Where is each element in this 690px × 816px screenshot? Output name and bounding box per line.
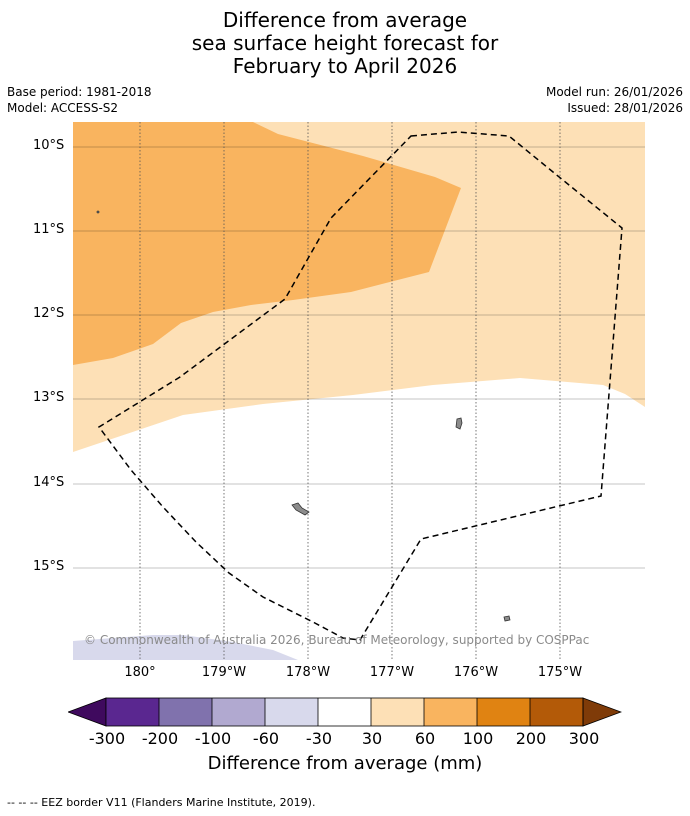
colorbar-segment-2 bbox=[159, 698, 212, 726]
colorbar-segment-5 bbox=[318, 698, 371, 726]
island-2 bbox=[291, 502, 310, 516]
meta-left: Base period: 1981-2018 Model: ACCESS-S2 bbox=[7, 84, 152, 116]
lon-label-176w: 176°W bbox=[453, 665, 499, 680]
colorbar-extend-high bbox=[582, 697, 622, 727]
eez-border bbox=[97, 131, 623, 641]
longitude-gridlines bbox=[139, 122, 561, 660]
colorbar-tick-3: -100 bbox=[194, 729, 232, 748]
colorbar-segment-8 bbox=[477, 698, 530, 726]
colorbar-segment-1 bbox=[106, 698, 159, 726]
lat-label-11s: 11°S bbox=[33, 222, 65, 237]
issued-date: Issued: 28/01/2026 bbox=[567, 101, 683, 115]
lat-label-10s: 10°S bbox=[33, 138, 65, 153]
colorbar-dividers bbox=[105, 697, 584, 727]
colorbar-tick-9: 200 bbox=[515, 729, 547, 748]
base-period: Base period: 1981-2018 bbox=[7, 85, 152, 99]
colorbar-segment-7 bbox=[424, 698, 477, 726]
colorbar-tick-4: -60 bbox=[252, 729, 280, 748]
colorbar-title: Difference from average (mm) bbox=[207, 753, 483, 774]
island-1 bbox=[455, 417, 463, 430]
lon-label-178w: 178°W bbox=[285, 665, 331, 680]
colorbar-tick-2: -200 bbox=[141, 729, 179, 748]
colorbar-segment-4 bbox=[265, 698, 318, 726]
contour-60-100 bbox=[73, 122, 461, 365]
land-islands bbox=[96, 210, 511, 622]
colorbar bbox=[68, 697, 622, 727]
colorbar-segment-3 bbox=[212, 698, 265, 726]
lat-label-14s: 14°S bbox=[33, 475, 65, 490]
model-run: Model run: 26/01/2026 bbox=[545, 85, 683, 99]
lat-label-12s: 12°S bbox=[33, 306, 65, 321]
title-line-3: February to April 2026 bbox=[232, 54, 458, 78]
colorbar-segment-9 bbox=[530, 698, 583, 726]
meta-right: Model run: 26/01/2026 Issued: 28/01/2026 bbox=[546, 84, 683, 116]
island-3 bbox=[503, 615, 511, 622]
eez-footnote: -- -- -- EEZ border V11 (Flanders Marine… bbox=[7, 796, 316, 809]
latitude-gridlines bbox=[73, 146, 645, 569]
colorbar-segment-6 bbox=[371, 698, 424, 726]
island-dot bbox=[96, 210, 100, 214]
copyright-text: © Commonwealth of Australia 2026, Bureau… bbox=[84, 633, 590, 647]
colorbar-tick-5: -30 bbox=[305, 729, 333, 748]
model-name: Model: ACCESS-S2 bbox=[7, 101, 119, 115]
lon-label-180: 180° bbox=[124, 665, 156, 680]
map-title: Difference from average sea surface heig… bbox=[0, 9, 690, 78]
lat-label-13s: 13°S bbox=[33, 390, 65, 405]
colorbar-tick-6: 30 bbox=[361, 729, 383, 748]
lon-label-179w: 179°W bbox=[201, 665, 247, 680]
title-line-2: sea surface height forecast for bbox=[191, 31, 499, 55]
map-area bbox=[73, 122, 645, 660]
title-line-1: Difference from average bbox=[222, 8, 468, 32]
map-svg bbox=[73, 122, 645, 660]
contour-neg-30-60 bbox=[73, 635, 298, 660]
colorbar-extend-low bbox=[68, 697, 107, 727]
lon-label-175w: 175°W bbox=[537, 665, 583, 680]
colorbar-tick-10: 300 bbox=[568, 729, 600, 748]
colorbar-tick-7: 60 bbox=[414, 729, 436, 748]
colorbar-tick-8: 100 bbox=[462, 729, 494, 748]
colorbar-tick-1: -300 bbox=[88, 729, 126, 748]
lon-label-177w: 177°W bbox=[369, 665, 415, 680]
lat-label-15s: 15°S bbox=[33, 559, 65, 574]
